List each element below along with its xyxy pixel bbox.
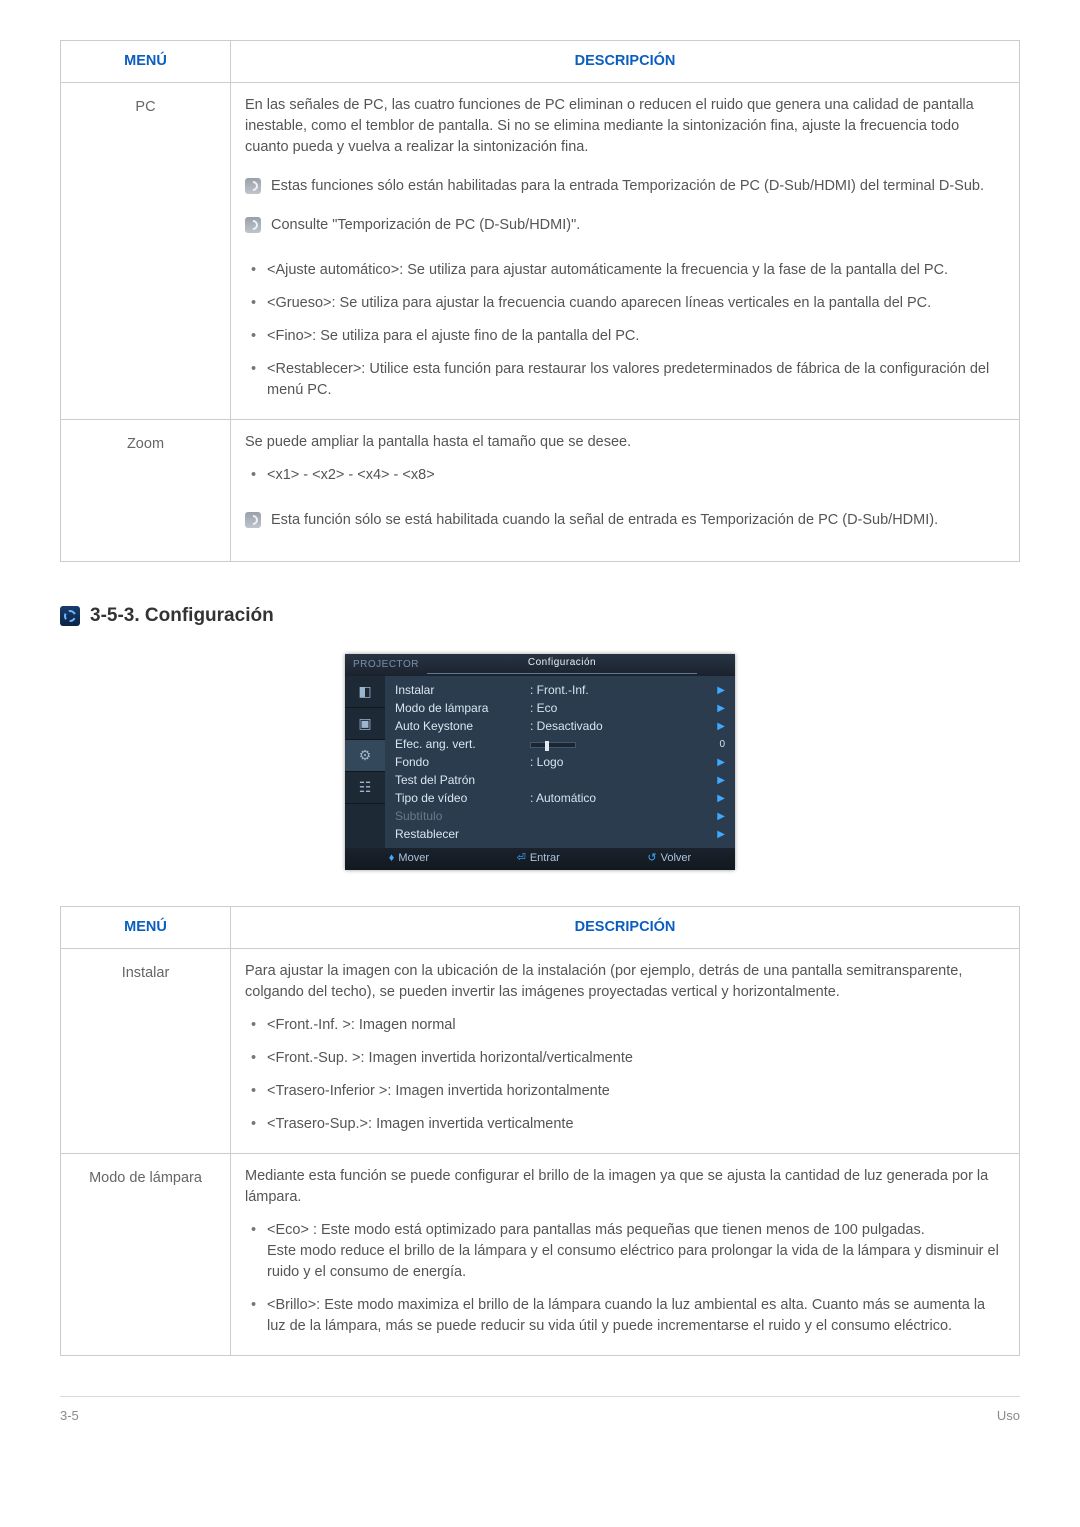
osd-item-list: Instalar: Front.-Inf.▶Modo de lámpara: E… [385, 676, 735, 848]
list-item: <Front.-Sup. >: Imagen invertida horizon… [245, 1042, 1005, 1075]
osd-title: Configuración [427, 656, 697, 674]
row-menu-label: Instalar [61, 949, 231, 1154]
osd-footer: ♦Mover ⏎Entrar ↺Volver [345, 848, 735, 870]
th-menu: MENÚ [61, 41, 231, 83]
osd-hint-enter: ⏎Entrar [517, 851, 560, 867]
chevron-right-icon: ▶ [711, 774, 725, 789]
note-icon [245, 217, 261, 233]
section-title: 3-5-3. Configuración [90, 602, 274, 630]
osd-item-label: Efec. ang. vert. [395, 736, 530, 753]
bullet-list: <Front.-Inf. >: Imagen normal <Front.-Su… [245, 1009, 1005, 1141]
th-menu: MENÚ [61, 907, 231, 949]
chevron-right-icon: ▶ [711, 720, 725, 735]
osd-item-value: : Automático [530, 790, 711, 807]
intro-text: Mediante esta función se puede configura… [245, 1166, 1005, 1208]
th-desc: DESCRIPCIÓN [231, 41, 1019, 83]
intro-text: En las señales de PC, las cuatro funcion… [245, 95, 1005, 158]
table-row: Modo de lámpara Mediante esta función se… [61, 1154, 1019, 1355]
list-item: <x1> - <x2> - <x4> - <x8> [245, 459, 1005, 492]
th-desc: DESCRIPCIÓN [231, 907, 1019, 949]
page-footer: 3-5 Uso [60, 1396, 1020, 1426]
menu-table-pc: MENÚ DESCRIPCIÓN PC En las señales de PC… [60, 40, 1020, 562]
osd-item-label: Instalar [395, 682, 530, 699]
osd-tab-option[interactable]: ☷ [345, 772, 385, 804]
list-item: <Grueso>: Se utiliza para ajustar la fre… [245, 287, 1005, 320]
osd-item-label: Auto Keystone [395, 718, 530, 735]
chevron-right-icon: ▶ [711, 792, 725, 807]
osd-hint-back: ↺Volver [647, 851, 691, 867]
bullet-list: <Eco> : Este modo está optimizado para p… [245, 1214, 1005, 1343]
note-icon [245, 178, 261, 194]
page-section: Uso [997, 1407, 1020, 1426]
osd-item[interactable]: Instalar: Front.-Inf.▶ [395, 682, 725, 700]
osd-item-value: : Eco [530, 700, 711, 717]
list-item: <Brillo>: Este modo maximiza el brillo d… [245, 1289, 1005, 1343]
osd-tab-picture[interactable]: ◧ [345, 676, 385, 708]
osd-item[interactable]: Modo de lámpara: Eco▶ [395, 700, 725, 718]
row-menu-label: PC [61, 83, 231, 420]
osd-item-value [530, 742, 713, 748]
list-item: <Eco> : Este modo está optimizado para p… [245, 1214, 1005, 1289]
osd-item-label: Modo de lámpara [395, 700, 530, 717]
row-menu-label: Modo de lámpara [61, 1154, 231, 1355]
osd-item-label: Subtítulo [395, 808, 530, 825]
list-item: <Trasero-Sup.>: Imagen invertida vertica… [245, 1108, 1005, 1141]
osd-panel: PROJECTOR Configuración ◧ ▣ ⚙ ☷ Instalar… [345, 654, 735, 870]
osd-item[interactable]: Tipo de vídeo: Automático▶ [395, 790, 725, 808]
osd-item-label: Restablecer [395, 826, 530, 843]
note-text: Consulte "Temporización de PC (D-Sub/HDM… [271, 215, 580, 236]
menu-table-config: MENÚ DESCRIPCIÓN Instalar Para ajustar l… [60, 906, 1020, 1356]
chevron-right-icon: ▶ [711, 684, 725, 699]
osd-item-label: Test del Patrón [395, 772, 530, 789]
row-desc: En las señales de PC, las cuatro funcion… [231, 83, 1019, 420]
row-desc: Se puede ampliar la pantalla hasta el ta… [231, 420, 1019, 561]
list-item: <Ajuste automático>: Se utiliza para aju… [245, 254, 1005, 287]
row-menu-label: Zoom [61, 420, 231, 561]
list-item: <Restablecer>: Utilice esta función para… [245, 353, 1005, 407]
list-item: <Trasero-Inferior >: Imagen invertida ho… [245, 1075, 1005, 1108]
intro-text: Para ajustar la imagen con la ubicación … [245, 961, 1005, 1003]
bullet-list: <x1> - <x2> - <x4> - <x8> [245, 459, 1005, 492]
intro-text: Se puede ampliar la pantalla hasta el ta… [245, 432, 1005, 453]
gear-icon [60, 606, 80, 626]
note-text: Estas funciones sólo están habilitadas p… [271, 176, 984, 197]
row-desc: Mediante esta función se puede configura… [231, 1154, 1019, 1355]
osd-hint-move: ♦Mover [389, 851, 429, 867]
note-block: Estas funciones sólo están habilitadas p… [245, 176, 1005, 197]
table-row: PC En las señales de PC, las cuatro func… [61, 83, 1019, 420]
osd-brand: PROJECTOR [345, 658, 427, 673]
note-block: Consulte "Temporización de PC (D-Sub/HDM… [245, 215, 1005, 236]
section-header: 3-5-3. Configuración [60, 602, 1020, 630]
osd-item-value: : Logo [530, 754, 711, 771]
osd-tab-input[interactable]: ▣ [345, 708, 385, 740]
osd-item-value: : Front.-Inf. [530, 682, 711, 699]
note-text: Esta función sólo se está habilitada cua… [271, 510, 938, 531]
list-item: <Front.-Inf. >: Imagen normal [245, 1009, 1005, 1042]
bullet-list: <Ajuste automático>: Se utiliza para aju… [245, 254, 1005, 407]
osd-item[interactable]: Efec. ang. vert.0 [395, 736, 725, 754]
table-row: Zoom Se puede ampliar la pantalla hasta … [61, 420, 1019, 561]
osd-tab-setup[interactable]: ⚙ [345, 740, 385, 772]
osd-item[interactable]: Fondo: Logo▶ [395, 754, 725, 772]
osd-screenshot: PROJECTOR Configuración ◧ ▣ ⚙ ☷ Instalar… [60, 654, 1020, 870]
note-icon [245, 512, 261, 528]
osd-item-value: : Desactivado [530, 718, 711, 735]
page-number: 3-5 [60, 1407, 79, 1426]
osd-item[interactable]: Restablecer ▶ [395, 826, 725, 844]
note-block: Esta función sólo se está habilitada cua… [245, 510, 1005, 531]
chevron-right-icon: ▶ [711, 828, 725, 843]
chevron-right-icon: ▶ [711, 702, 725, 717]
osd-item-label: Fondo [395, 754, 530, 771]
osd-item[interactable]: Test del Patrón ▶ [395, 772, 725, 790]
chevron-right-icon: ▶ [711, 756, 725, 771]
osd-item[interactable]: Subtítulo ▶ [395, 808, 725, 826]
table-row: Instalar Para ajustar la imagen con la u… [61, 949, 1019, 1154]
osd-item[interactable]: Auto Keystone: Desactivado▶ [395, 718, 725, 736]
row-desc: Para ajustar la imagen con la ubicación … [231, 949, 1019, 1154]
osd-tab-strip: ◧ ▣ ⚙ ☷ [345, 676, 385, 848]
chevron-right-icon: ▶ [711, 810, 725, 825]
osd-titlebar: PROJECTOR Configuración [345, 654, 735, 676]
osd-item-label: Tipo de vídeo [395, 790, 530, 807]
list-item: <Fino>: Se utiliza para el ajuste fino d… [245, 320, 1005, 353]
